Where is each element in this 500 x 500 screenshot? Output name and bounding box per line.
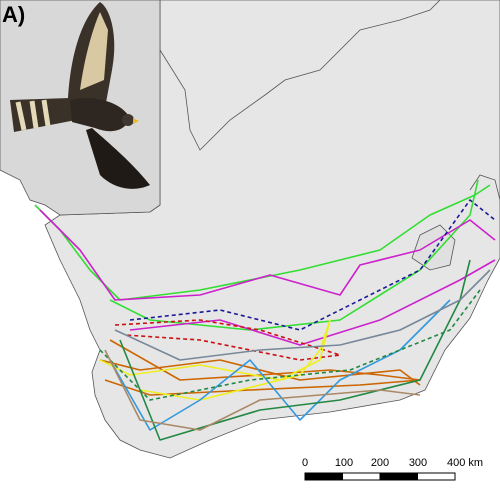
scale-segment: [379, 472, 418, 481]
bird-tail-bars: [15, 99, 51, 131]
scale-segment: [417, 472, 456, 481]
scale-label: 200: [371, 457, 389, 469]
panel-label: A): [2, 2, 25, 27]
scale-label: 100: [335, 457, 353, 469]
scale-segment: [304, 472, 343, 481]
scale-label: 0: [302, 457, 308, 469]
bird-head: [122, 114, 134, 126]
track: [99, 319, 331, 401]
scale-label: 300: [409, 457, 427, 469]
track: [129, 199, 496, 331]
track: [109, 299, 451, 431]
land: [44, 0, 500, 459]
scale-label: 400 km: [447, 457, 483, 469]
track: [99, 289, 481, 401]
track: [114, 269, 491, 361]
bird: [10, 2, 150, 189]
bird-wing-bars: [80, 12, 108, 90]
bird-beak: [133, 118, 139, 124]
bird-wing-lower: [86, 128, 150, 189]
scale-bar: 0 100 200 300 400 km: [302, 457, 483, 481]
track: [114, 319, 341, 361]
scale-segment: [342, 472, 381, 481]
track: [104, 339, 421, 396]
border: [159, 0, 441, 151]
track: [109, 179, 479, 331]
border: [469, 174, 500, 201]
track: [99, 359, 421, 386]
tracks: [34, 179, 496, 441]
bird-body: [70, 98, 130, 132]
track: [104, 349, 421, 431]
bird-tail: [10, 98, 76, 132]
